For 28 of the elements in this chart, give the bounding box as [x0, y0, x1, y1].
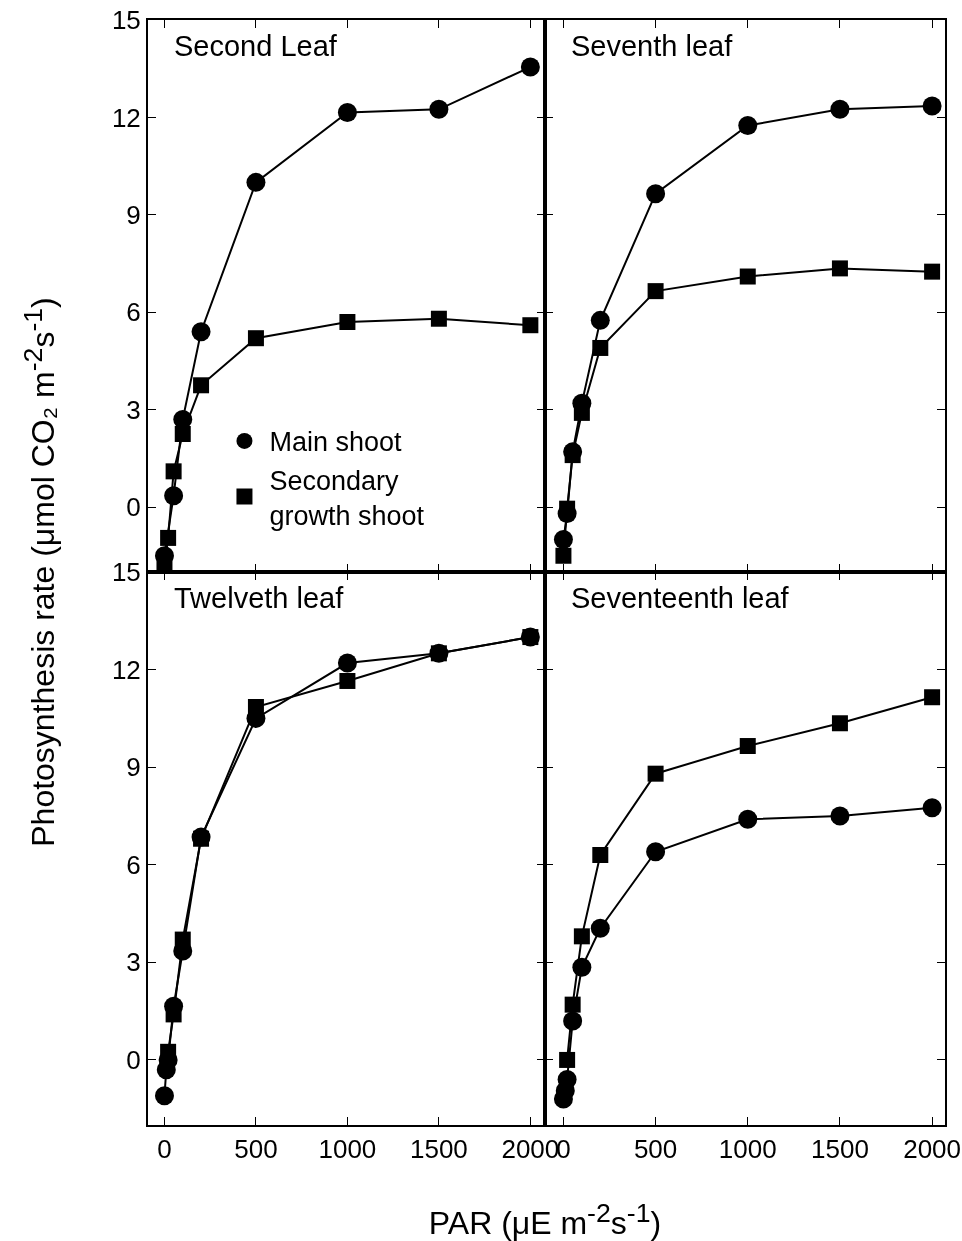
y-tick-label: 0 [126, 1045, 141, 1076]
x-tick-label: 1500 [409, 1134, 468, 1165]
y-tick-label: 6 [126, 297, 141, 328]
chart-title: Second Leaf [174, 30, 338, 62]
y-tick-label: 12 [111, 654, 141, 685]
legend-label: Main shoot [269, 427, 403, 458]
y-tick-label: 15 [111, 557, 141, 588]
chart-title: Seventh leaf [571, 30, 734, 62]
x-tick-label: 1000 [318, 1134, 377, 1165]
y-tick-label: 0 [126, 492, 141, 523]
y-tick-label: 12 [111, 102, 141, 133]
x-axis-title: PAR (μE m$^{-2}$s$^{-1}$) [428, 1198, 662, 1241]
legend-label: Secondary growth shoot [269, 465, 425, 531]
x-tick-label: 1000 [718, 1134, 777, 1165]
y-tick-label: 3 [126, 394, 141, 425]
x-tick-label: 1500 [811, 1134, 869, 1165]
chart-title: Twelveth leaf [174, 582, 345, 614]
x-tick-label: 0 [556, 1134, 571, 1165]
y-tick-label: 3 [126, 947, 141, 978]
x-tick-label: 500 [633, 1134, 678, 1165]
chart-title: Seventeenth leaf [571, 582, 790, 614]
y-tick-label: 15 [111, 5, 141, 36]
y-tick-label: 6 [126, 849, 141, 880]
x-tick-label: 500 [234, 1134, 278, 1165]
x-tick-label: 0 [157, 1134, 172, 1165]
y-tick-label: 9 [126, 752, 141, 783]
x-tick-label: 2000 [903, 1134, 962, 1165]
y-tick-label: 9 [126, 199, 141, 230]
